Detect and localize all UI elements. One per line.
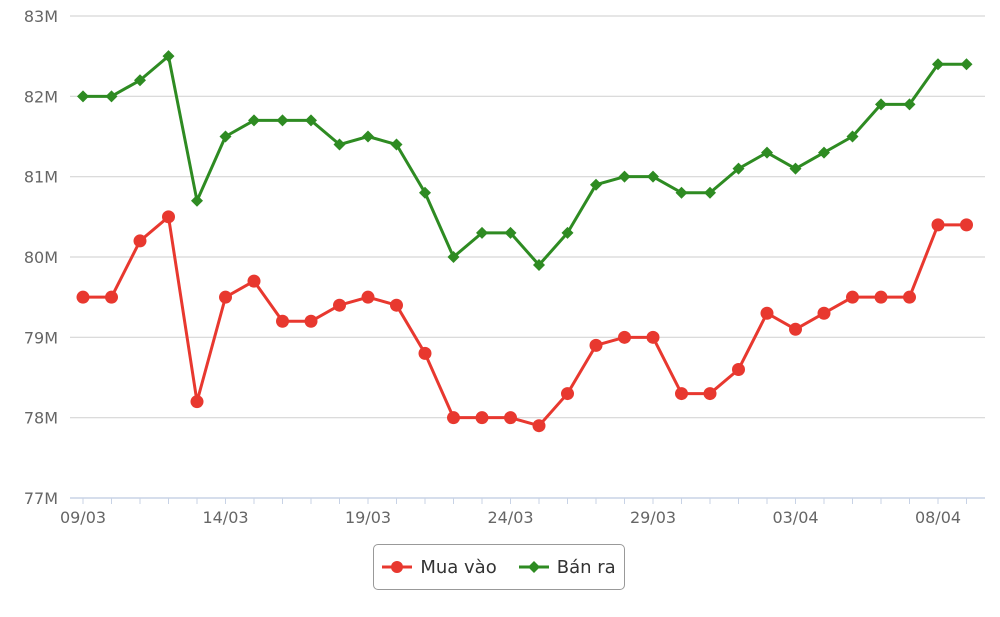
data-point-sell (590, 178, 602, 191)
data-point-sell (419, 186, 431, 199)
data-point-sell (875, 98, 887, 111)
data-point-sell (390, 138, 403, 151)
data-point-sell (105, 90, 118, 103)
legend-buy-label: Mua vào (420, 556, 497, 578)
grid-lines (70, 15, 985, 419)
y-tick-label: 77M (24, 489, 58, 508)
data-point-sell (362, 130, 374, 143)
data-point-sell (960, 58, 973, 71)
data-point-sell (618, 170, 631, 183)
data-point-buy (760, 306, 774, 320)
data-point-buy (76, 290, 90, 304)
data-point-buy (504, 411, 517, 425)
data-point-sell (276, 114, 289, 127)
legend-item-buy[interactable]: Mua vào (382, 556, 497, 578)
data-point-buy (390, 298, 403, 312)
data-point-sell (561, 226, 574, 239)
series-line-sell (83, 54, 967, 267)
data-point-buy (105, 290, 118, 304)
data-point-buy (333, 298, 346, 312)
series-lines (83, 54, 967, 428)
data-point-sell (77, 90, 89, 103)
data-point-sell (533, 259, 545, 272)
data-point-sell (305, 114, 317, 127)
x-tick-label: 24/03 (487, 508, 533, 527)
data-point-buy (789, 322, 802, 336)
data-point-buy (846, 290, 859, 304)
data-point-buy (675, 387, 688, 401)
data-point-sell (675, 186, 688, 199)
data-point-buy (219, 290, 232, 304)
y-tick-label: 83M (24, 7, 58, 26)
y-tick-label: 80M (24, 248, 58, 267)
data-point-buy (817, 306, 831, 320)
data-point-sell (761, 146, 773, 159)
data-point-buy (703, 387, 717, 401)
legend: Mua vào Bán ra (373, 544, 625, 590)
data-point-buy (874, 290, 888, 304)
x-tick-label: 29/03 (630, 508, 676, 527)
data-point-buy (304, 314, 318, 328)
data-point-sell (818, 146, 830, 159)
data-point-buy (646, 330, 660, 344)
data-point-buy (589, 338, 603, 352)
y-tick-label: 81M (24, 168, 58, 187)
data-point-buy (903, 290, 916, 304)
data-point-buy (133, 234, 147, 248)
data-point-buy (931, 218, 945, 232)
y-tick-label: 79M (24, 328, 58, 347)
data-point-sell (333, 138, 346, 151)
y-tick-label: 78M (24, 409, 58, 428)
legend-sell-symbol (518, 561, 549, 573)
data-markers (76, 50, 973, 433)
data-point-sell (191, 194, 203, 207)
axes: 77M 78M 79M 80M 81M 82M 83M 09/03 14/03 19/03 24/0… (24, 7, 985, 527)
data-point-sell (932, 58, 944, 71)
data-point-sell (504, 226, 517, 239)
x-tick-label: 08/04 (915, 508, 961, 527)
data-point-buy (361, 290, 375, 304)
data-point-buy (190, 395, 204, 409)
data-point-buy (618, 330, 631, 344)
data-point-sell (846, 130, 859, 143)
x-tick-label: 09/03 (60, 508, 106, 527)
data-point-buy (532, 419, 546, 433)
data-point-buy (418, 346, 432, 360)
data-point-buy (561, 387, 574, 401)
legend-item-sell[interactable]: Bán ra (518, 556, 616, 578)
data-point-buy (162, 210, 175, 224)
data-point-buy (276, 314, 289, 328)
x-tick-label: 14/03 (202, 508, 248, 527)
data-point-buy (447, 411, 460, 425)
data-point-sell (732, 162, 745, 175)
data-point-sell (219, 130, 232, 143)
y-tick-label: 82M (24, 87, 58, 106)
data-point-buy (732, 362, 745, 376)
data-point-buy (960, 218, 973, 232)
data-point-buy (247, 274, 261, 288)
data-point-sell (447, 251, 460, 263)
x-tick-label: 19/03 (345, 508, 391, 527)
data-point-sell (647, 170, 659, 183)
data-point-sell (476, 226, 488, 239)
data-point-sell (789, 162, 802, 175)
data-point-buy (475, 411, 489, 425)
data-point-sell (134, 74, 146, 87)
data-point-sell (162, 50, 175, 63)
data-point-sell (704, 186, 716, 199)
legend-buy-symbol (382, 561, 413, 573)
data-point-sell (248, 114, 260, 127)
legend-sell-label: Bán ra (556, 556, 616, 578)
x-tick-label: 03/04 (772, 508, 818, 527)
data-point-sell (903, 98, 916, 111)
